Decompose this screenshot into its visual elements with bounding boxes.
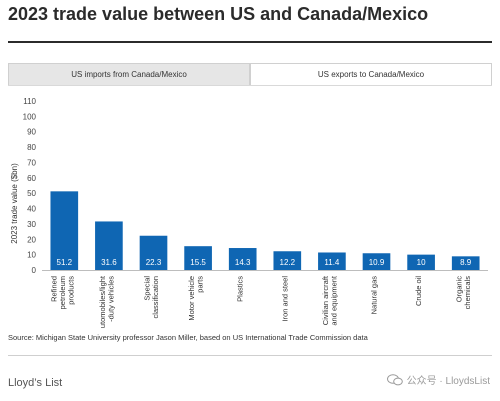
title-rule (8, 41, 492, 43)
bar (318, 252, 346, 270)
tab-exports[interactable]: US exports to Canada/Mexico (250, 63, 492, 85)
y-tick-label: 10 (27, 251, 36, 260)
bar-value-label: 22.3 (146, 258, 162, 267)
bar-value-label: 10 (417, 258, 426, 267)
category-label: Plastics (236, 276, 245, 302)
bar (228, 248, 257, 270)
category-label: Motor vehicleparts (187, 276, 205, 321)
watermark: 公众号 · LloydsList (386, 372, 490, 387)
y-tick-label: 110 (23, 97, 36, 106)
bar (139, 235, 168, 270)
bar (407, 254, 435, 270)
bar-value-label: 51.2 (57, 258, 73, 267)
chart-title: 2023 trade value between US and Canada/M… (8, 4, 429, 24)
category-label: Organicchemicals (455, 276, 473, 310)
category-label: Civilian aircraftand equipment (321, 275, 339, 326)
category-label: Refinedpetroleumproducts (49, 276, 75, 310)
bar (50, 191, 79, 270)
category-label: Crude oil (414, 276, 423, 306)
bar (95, 221, 123, 270)
bar-value-label: 12.2 (280, 258, 296, 267)
y-tick-label: 50 (27, 189, 36, 198)
y-tick-label: 40 (27, 205, 36, 214)
y-tick-label: 30 (27, 220, 36, 229)
footer-rule (8, 355, 492, 356)
category-label: Specialclassification (143, 276, 161, 319)
y-tick-label: 60 (27, 174, 36, 183)
source-note: Source: Michigan State University profes… (8, 333, 368, 342)
bar-value-label: 11.4 (324, 258, 340, 267)
y-tick-label: 70 (27, 158, 36, 167)
lloyds-list-logo: Lloyd’s List (8, 377, 63, 389)
bar (273, 251, 302, 270)
category-label: Iron and steel (280, 276, 289, 322)
y-tick-label: 0 (32, 266, 37, 275)
bar-value-label: 31.6 (101, 258, 117, 267)
bar-value-label: 10.9 (369, 258, 385, 267)
bar-chart: 0 10 20 30 40 50 60 70 80 90 100 110 2023 trade valu… (10, 97, 488, 328)
y-tick-label: 90 (27, 128, 36, 137)
wechat-icon (386, 373, 403, 385)
bar (184, 246, 212, 270)
y-tick-label: 100 (23, 112, 37, 121)
y-tick-label: 80 (27, 143, 36, 152)
bar (362, 253, 391, 270)
bar-value-label: 15.5 (190, 258, 206, 267)
tab-imports[interactable]: US imports from Canada/Mexico (8, 63, 250, 85)
bar (451, 256, 480, 270)
bar-value-label: 14.3 (235, 258, 251, 267)
tab-bar: US imports from Canada/Mexico US exports… (8, 63, 492, 86)
category-label: Natural gas (370, 276, 379, 315)
category-label: Automobiles/light-duty vehicles (98, 275, 116, 328)
y-axis-label: 2023 trade value ($bn) (10, 163, 19, 244)
watermark-text: 公众号 · LloydsList (406, 376, 490, 387)
bar-value-label: 8.9 (460, 258, 472, 267)
y-tick-label: 20 (27, 235, 36, 244)
